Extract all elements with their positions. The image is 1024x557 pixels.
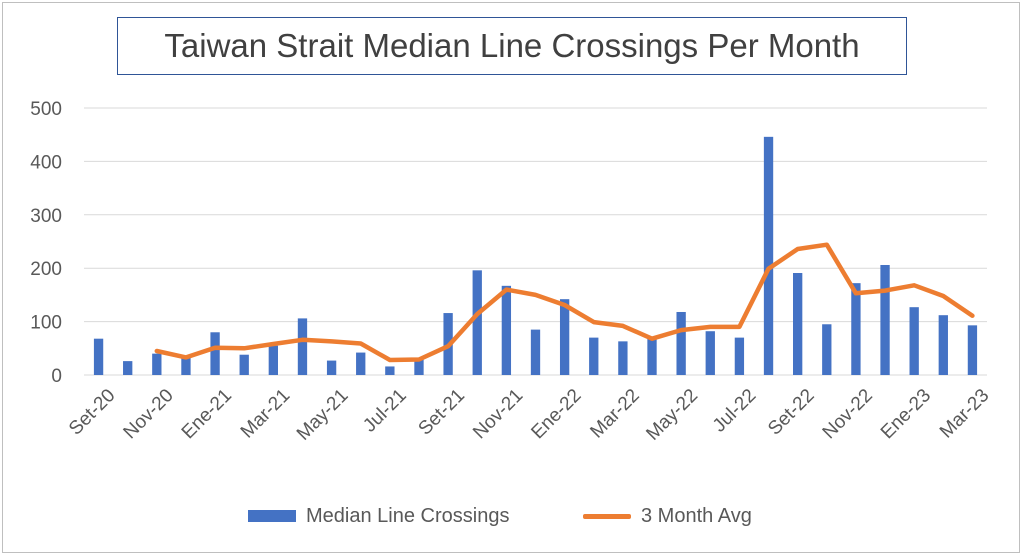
bar bbox=[181, 357, 191, 375]
y-tick-label: 100 bbox=[30, 313, 62, 334]
y-tick-label: 300 bbox=[30, 206, 62, 227]
legend-label-line: 3 Month Avg bbox=[641, 504, 752, 527]
x-tick-label: May-21 bbox=[293, 385, 353, 445]
bar bbox=[909, 307, 919, 375]
x-tick-label: May-22 bbox=[642, 385, 702, 445]
x-tick-label: Nov-22 bbox=[819, 385, 877, 443]
x-tick-label: Ene-21 bbox=[178, 385, 236, 443]
y-tick-label: 400 bbox=[30, 152, 62, 173]
bar bbox=[239, 354, 249, 375]
bar bbox=[589, 337, 599, 375]
bar bbox=[268, 345, 278, 375]
x-tick-label: Nov-20 bbox=[120, 385, 178, 443]
x-tick-label: Mar-21 bbox=[237, 385, 294, 442]
x-tick-label: Set-22 bbox=[764, 385, 818, 439]
bar bbox=[559, 299, 570, 375]
bar bbox=[297, 318, 308, 375]
x-tick-label: Ene-22 bbox=[527, 385, 585, 443]
legend-line-swatch bbox=[583, 513, 631, 519]
bar bbox=[793, 273, 803, 375]
bar bbox=[763, 136, 774, 375]
x-tick-label: Nov-21 bbox=[469, 385, 527, 443]
x-tick-label: Mar-22 bbox=[586, 385, 643, 442]
avg-line bbox=[154, 242, 975, 363]
x-tick-label: Set-21 bbox=[415, 385, 469, 439]
bar bbox=[705, 331, 715, 375]
bar bbox=[618, 341, 628, 375]
y-tick-label: 500 bbox=[30, 99, 62, 120]
chart-title: Taiwan Strait Median Line Crossings Per … bbox=[164, 27, 860, 64]
bar bbox=[938, 315, 948, 375]
x-tick-label: Jul-21 bbox=[359, 385, 410, 436]
x-tick-label: Ene-23 bbox=[877, 385, 935, 443]
legend-label-bars: Median Line Crossings bbox=[306, 504, 510, 527]
chart-title-box: Taiwan Strait Median Line Crossings Per … bbox=[117, 17, 907, 75]
legend: Median Line Crossings 3 Month Avg bbox=[0, 501, 1024, 531]
x-tick-label: Set-20 bbox=[65, 385, 119, 439]
bar bbox=[385, 366, 395, 375]
bar bbox=[326, 360, 337, 375]
bar bbox=[356, 352, 366, 375]
bar bbox=[93, 338, 104, 375]
x-tick-label: Jul-22 bbox=[709, 385, 760, 436]
bar bbox=[530, 329, 541, 375]
legend-item-line: 3 Month Avg bbox=[583, 501, 752, 531]
bar bbox=[734, 337, 745, 375]
bar bbox=[123, 361, 133, 375]
legend-bar-swatch bbox=[248, 510, 296, 522]
bar bbox=[967, 325, 978, 375]
y-tick-label: 200 bbox=[30, 259, 62, 280]
bar bbox=[152, 353, 162, 375]
bar bbox=[414, 358, 424, 375]
bar bbox=[647, 337, 657, 375]
bar bbox=[851, 283, 861, 375]
x-tick-label: Mar-23 bbox=[936, 385, 993, 442]
bar bbox=[472, 270, 482, 375]
bar bbox=[822, 324, 832, 375]
bar bbox=[880, 264, 890, 375]
bar bbox=[501, 285, 512, 375]
legend-item-bars: Median Line Crossings bbox=[248, 501, 509, 531]
bar bbox=[676, 311, 686, 375]
bar bbox=[210, 332, 220, 375]
y-tick-label: 0 bbox=[51, 366, 62, 387]
